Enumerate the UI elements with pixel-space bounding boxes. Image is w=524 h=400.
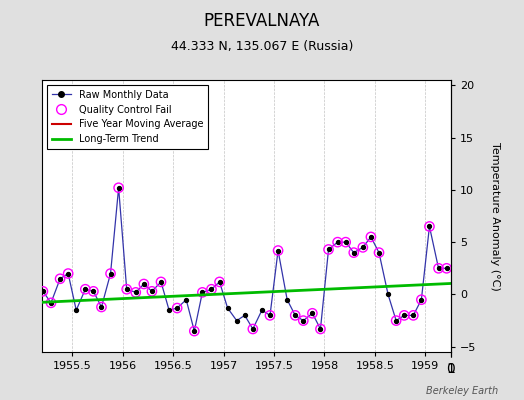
Point bbox=[64, 270, 72, 277]
Point bbox=[308, 310, 316, 316]
Point bbox=[47, 300, 55, 306]
Point bbox=[190, 328, 199, 334]
Point bbox=[367, 234, 375, 240]
Point bbox=[123, 286, 131, 292]
Point bbox=[148, 288, 156, 294]
Point bbox=[249, 326, 257, 332]
Point bbox=[249, 326, 257, 332]
Point bbox=[291, 312, 299, 318]
Point bbox=[358, 244, 367, 250]
Point bbox=[165, 307, 173, 313]
Point bbox=[132, 289, 140, 296]
Point bbox=[342, 239, 350, 245]
Point bbox=[198, 289, 206, 296]
Point bbox=[258, 307, 266, 313]
Point bbox=[266, 312, 274, 318]
Point bbox=[140, 281, 148, 287]
Point bbox=[198, 289, 206, 296]
Point bbox=[173, 305, 181, 311]
Point bbox=[157, 279, 165, 285]
Point bbox=[392, 318, 400, 324]
Point bbox=[417, 296, 425, 303]
Point bbox=[442, 265, 451, 272]
Point bbox=[114, 184, 123, 191]
Point bbox=[56, 276, 64, 282]
Point bbox=[358, 244, 367, 250]
Point bbox=[215, 279, 224, 285]
Point bbox=[299, 318, 308, 324]
Y-axis label: Temperature Anomaly (°C): Temperature Anomaly (°C) bbox=[490, 142, 500, 290]
Text: 44.333 N, 135.067 E (Russia): 44.333 N, 135.067 E (Russia) bbox=[171, 40, 353, 53]
Point bbox=[72, 307, 80, 313]
Point bbox=[350, 250, 358, 256]
Point bbox=[39, 288, 47, 294]
Point bbox=[274, 247, 282, 254]
Point bbox=[316, 326, 325, 332]
Point bbox=[434, 265, 443, 272]
Point bbox=[114, 184, 123, 191]
Point bbox=[316, 326, 325, 332]
Point bbox=[208, 286, 216, 292]
Point bbox=[21, 338, 30, 345]
Point bbox=[241, 312, 249, 318]
Point bbox=[308, 310, 316, 316]
Point bbox=[81, 286, 90, 292]
Point bbox=[409, 312, 418, 318]
Point bbox=[132, 289, 140, 296]
Point bbox=[375, 250, 383, 256]
Point bbox=[106, 270, 115, 277]
Point bbox=[274, 247, 282, 254]
Point bbox=[97, 304, 106, 310]
Point bbox=[140, 281, 148, 287]
Point bbox=[384, 291, 392, 298]
Point bbox=[324, 246, 333, 253]
Point bbox=[31, 289, 39, 296]
Point bbox=[233, 318, 241, 324]
Point bbox=[157, 279, 165, 285]
Point bbox=[367, 234, 375, 240]
Point bbox=[89, 288, 97, 294]
Legend: Raw Monthly Data, Quality Control Fail, Five Year Moving Average, Long-Term Tren: Raw Monthly Data, Quality Control Fail, … bbox=[47, 85, 208, 149]
Point bbox=[392, 318, 400, 324]
Point bbox=[333, 239, 342, 245]
Point bbox=[425, 223, 434, 230]
Point bbox=[47, 300, 55, 306]
Text: Berkeley Earth: Berkeley Earth bbox=[425, 386, 498, 396]
Point bbox=[215, 279, 224, 285]
Point bbox=[64, 270, 72, 277]
Point bbox=[56, 276, 64, 282]
Point bbox=[425, 223, 434, 230]
Point bbox=[417, 296, 425, 303]
Point bbox=[223, 305, 232, 311]
Point bbox=[333, 239, 342, 245]
Point bbox=[291, 312, 299, 318]
Point bbox=[173, 305, 181, 311]
Text: PEREVALNAYA: PEREVALNAYA bbox=[204, 12, 320, 30]
Point bbox=[97, 304, 106, 310]
Point bbox=[283, 296, 291, 303]
Point bbox=[81, 286, 90, 292]
Point bbox=[39, 288, 47, 294]
Point bbox=[342, 239, 350, 245]
Point bbox=[208, 286, 216, 292]
Point bbox=[31, 289, 39, 296]
Point bbox=[266, 312, 274, 318]
Point bbox=[400, 312, 408, 318]
Point bbox=[299, 318, 308, 324]
Point bbox=[106, 270, 115, 277]
Point bbox=[409, 312, 418, 318]
Point bbox=[324, 246, 333, 253]
Point bbox=[190, 328, 199, 334]
Point bbox=[182, 296, 190, 303]
Point bbox=[442, 265, 451, 272]
Point bbox=[350, 250, 358, 256]
Point bbox=[123, 286, 131, 292]
Point bbox=[434, 265, 443, 272]
Point bbox=[400, 312, 408, 318]
Point bbox=[21, 338, 30, 345]
Point bbox=[148, 288, 156, 294]
Point bbox=[89, 288, 97, 294]
Point bbox=[375, 250, 383, 256]
